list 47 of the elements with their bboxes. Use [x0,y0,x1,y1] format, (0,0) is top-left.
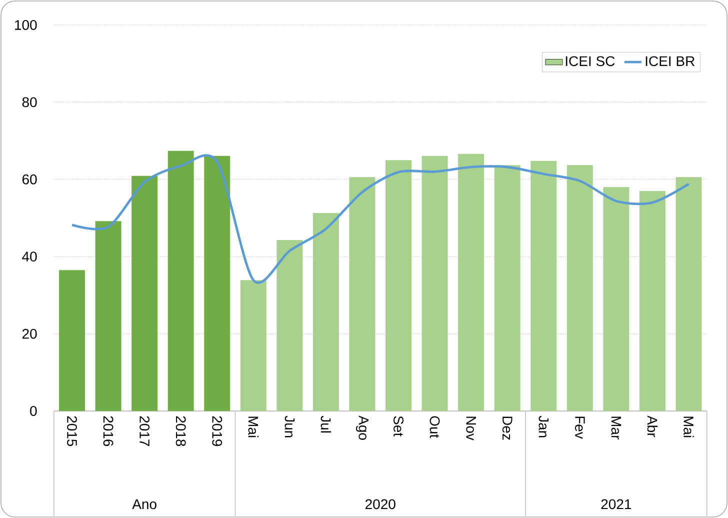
bar [458,154,484,411]
x-tick-label: Out [430,416,440,438]
x-tick-label: Mar [611,416,622,440]
x-tick-label: Jan [538,416,548,438]
bar [530,160,557,411]
y-tick-label: 0 [30,406,37,416]
bar [168,150,194,411]
bar [204,156,230,411]
x-tick-label: Set [394,416,404,436]
bar [240,280,266,411]
x-tick-label: 2015 [67,416,77,446]
bar [276,240,303,411]
bar [386,160,412,411]
text: 2020 [365,499,396,510]
bar [349,177,376,411]
x-tick-label: Jun [284,416,295,438]
text: Ano [132,499,156,510]
x-tick-label: 2019 [212,416,222,446]
x-tick-label: Nov [466,416,476,440]
x-tick-label: Abr [647,416,658,438]
x-tick-label: Ago [356,416,368,440]
bar [422,156,448,411]
x-tick-label: Mai [684,416,694,438]
bar [566,165,593,411]
x-tick-label: Fev [575,416,585,439]
bar [132,176,158,411]
text: 2021 [601,499,632,510]
y-tick-label: 20 [22,328,37,339]
x-tick-label: Dez [502,416,512,440]
x-tick-label: 2016 [103,416,114,446]
x-tick-label: Mai [248,416,259,438]
y-tick-label: 80 [22,97,37,108]
x-tick-label: 2017 [140,416,150,446]
legend-label: ICEI SC [566,56,615,66]
bar [312,212,339,411]
y-tick-label: 60 [22,174,37,184]
y-tick-label: 100 [15,20,37,30]
bar [95,221,122,411]
legend-label: ICEI BR [646,56,695,66]
bar [676,177,702,411]
bar [639,190,666,411]
bar [603,187,630,411]
x-tick-label: Jul [320,416,332,432]
bar [494,165,520,411]
y-tick-label: 40 [22,252,37,262]
x-tick-label: 2018 [176,416,186,446]
bar [59,270,85,411]
